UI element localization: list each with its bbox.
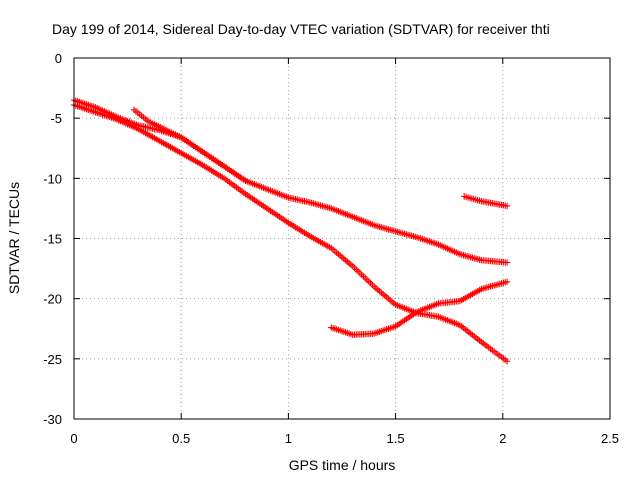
- x-tick-label: 2: [499, 431, 506, 446]
- data-point: [503, 202, 511, 210]
- data-point: [503, 278, 511, 286]
- series-4: [328, 278, 511, 338]
- series-1: [70, 96, 511, 266]
- x-tick-labels: 0 0.5 1 1.5 2 2.5: [70, 431, 619, 446]
- y-tick-label: -25: [43, 352, 62, 367]
- y-tick-label: -20: [43, 292, 62, 307]
- chart-title: Day 199 of 2014, Sidereal Day-to-day VTE…: [52, 21, 550, 37]
- x-tick-label: 0: [70, 431, 77, 446]
- series-2: [70, 101, 511, 365]
- grid-lines: [74, 58, 610, 419]
- y-tick-label: -15: [43, 232, 62, 247]
- data-points: [70, 96, 511, 365]
- y-tick-label: -10: [43, 171, 62, 186]
- y-tick-label: -5: [50, 111, 62, 126]
- data-point: [242, 177, 249, 184]
- y-tick-label: 0: [55, 51, 62, 66]
- x-tick-label: 0.5: [172, 431, 190, 446]
- x-tick-label: 1: [285, 431, 292, 446]
- x-tick-label: 1.5: [387, 431, 405, 446]
- x-axis-label: GPS time / hours: [289, 457, 396, 473]
- y-tick-label: -30: [43, 412, 62, 427]
- series-5: [461, 193, 511, 210]
- series-3: [130, 106, 249, 184]
- x-tick-label: 2.5: [601, 431, 619, 446]
- data-point: [503, 358, 511, 365]
- y-tick-labels: 0 -5 -10 -15 -20 -25 -30: [43, 51, 62, 427]
- axis-ticks: [73, 57, 611, 420]
- data-point: [503, 259, 511, 266]
- y-axis-label: SDTVAR / TECUs: [6, 182, 22, 294]
